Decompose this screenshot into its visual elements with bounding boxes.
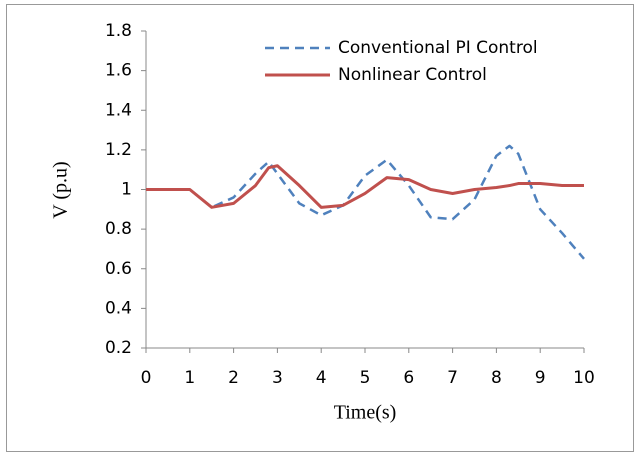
x-tick-label: 7 <box>447 368 458 388</box>
y-tick-label: 0.4 <box>105 298 132 318</box>
legend-label: Nonlinear Control <box>338 65 487 85</box>
y-tick-label: 1 <box>121 180 132 200</box>
chart-border <box>6 4 634 452</box>
y-tick-label: 0.6 <box>105 259 132 279</box>
y-tick-label: 1.2 <box>105 140 132 160</box>
y-tick-label: 1.4 <box>105 100 132 120</box>
legend-label: Conventional PI Control <box>338 38 538 58</box>
y-tick-label: 1.8 <box>105 21 132 41</box>
x-tick-label: 1 <box>184 368 195 388</box>
x-tick-label: 4 <box>316 368 327 388</box>
y-tick-label: 1.6 <box>105 61 132 81</box>
y-tick-label: 0.8 <box>105 219 132 239</box>
x-tick-label: 3 <box>272 368 283 388</box>
line-series <box>146 144 585 260</box>
x-tick-label: 8 <box>491 368 502 388</box>
x-tick-label: 10 <box>573 368 595 388</box>
y-axis-label: V (p.u) <box>50 161 72 218</box>
x-tick-label: 9 <box>535 368 546 388</box>
x-tick-label: 0 <box>141 368 152 388</box>
x-axis-label: Time(s) <box>334 402 397 424</box>
x-tick-label: 6 <box>403 368 414 388</box>
y-tick-label: 0.2 <box>105 338 132 358</box>
x-tick-label: 2 <box>228 368 239 388</box>
line-series <box>146 164 584 209</box>
x-tick-label: 5 <box>360 368 371 388</box>
